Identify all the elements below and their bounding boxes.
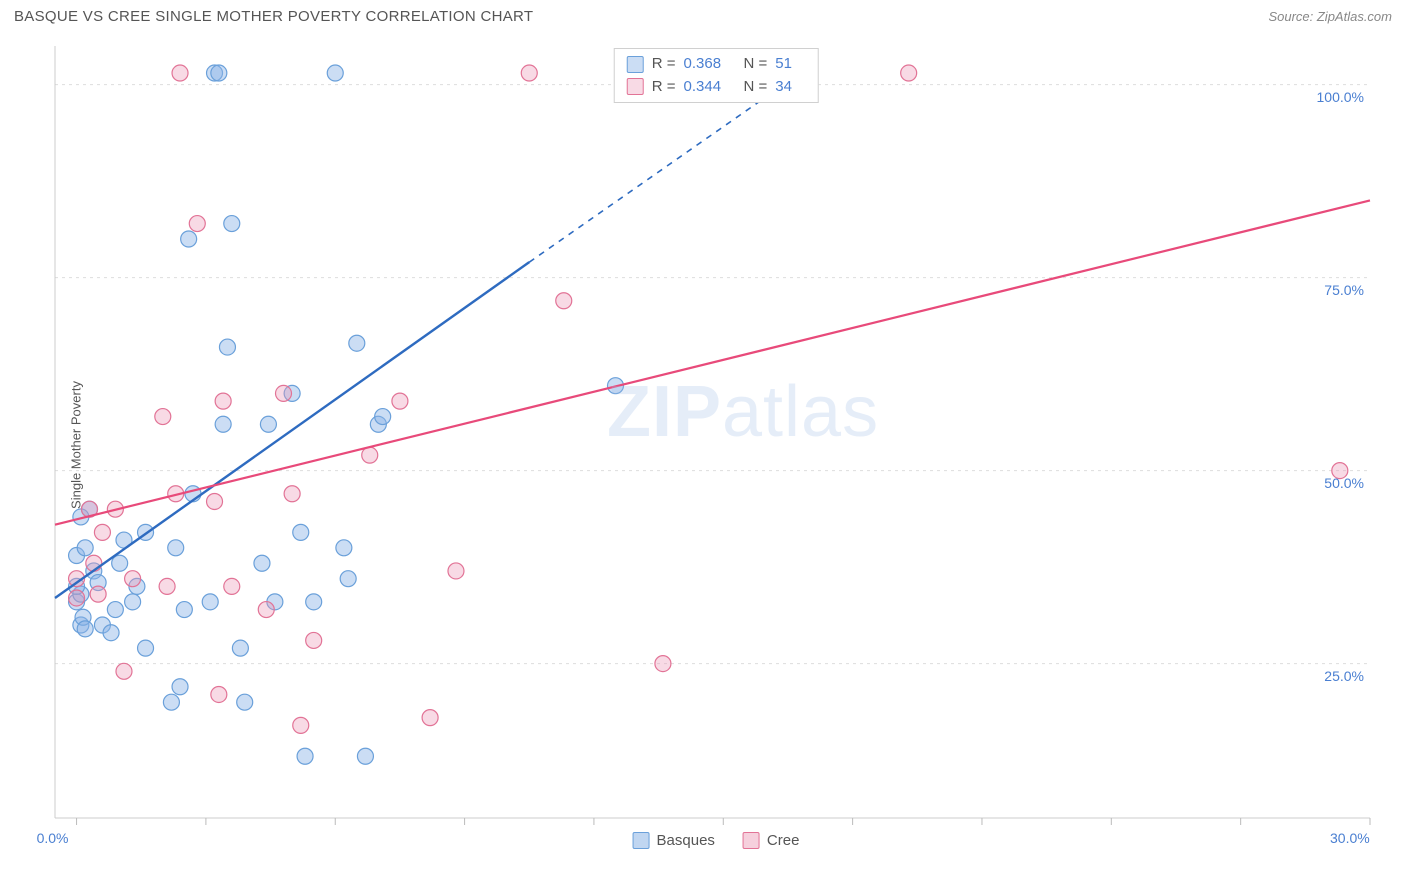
legend-swatch (633, 832, 650, 849)
data-point (284, 486, 300, 502)
data-point (172, 679, 188, 695)
legend-r-value: 0.344 (684, 76, 736, 99)
data-point (163, 694, 179, 710)
series-legend: Basques Cree (633, 832, 800, 849)
data-point (112, 555, 128, 571)
data-point (232, 640, 248, 656)
data-point (189, 216, 205, 232)
data-point (293, 717, 309, 733)
data-point (258, 602, 274, 618)
legend-r-label: R = (652, 76, 676, 99)
legend-n-label: N = (744, 76, 768, 99)
data-point (254, 555, 270, 571)
chart-title: BASQUE VS CREE SINGLE MOTHER POVERTY COR… (14, 8, 533, 25)
data-point (94, 524, 110, 540)
data-point (125, 594, 141, 610)
data-point (219, 339, 235, 355)
data-point (155, 409, 171, 425)
legend-swatch (627, 78, 644, 95)
data-point (211, 686, 227, 702)
data-point (125, 571, 141, 587)
y-tick-label: 75.0% (1324, 282, 1364, 298)
data-point (224, 216, 240, 232)
trend-line (55, 200, 1370, 524)
data-point (556, 293, 572, 309)
data-point (357, 748, 373, 764)
data-point (306, 632, 322, 648)
series-legend-label: Basques (657, 832, 715, 849)
data-point (448, 563, 464, 579)
data-point (107, 602, 123, 618)
source-prefix: Source: (1268, 9, 1316, 24)
legend-n-value: 51 (775, 53, 805, 76)
trend-line (55, 262, 529, 598)
data-point (336, 540, 352, 556)
data-point (77, 621, 93, 637)
data-point (86, 555, 102, 571)
series-legend-item: Cree (743, 832, 800, 849)
data-point (103, 625, 119, 641)
data-point (655, 656, 671, 672)
scatter-plot (40, 38, 1392, 852)
data-point (237, 694, 253, 710)
data-point (327, 65, 343, 81)
y-tick-label: 50.0% (1324, 475, 1364, 491)
chart-container: Single Mother Poverty ZIPatlas R =0.368N… (40, 38, 1392, 852)
data-point (207, 493, 223, 509)
data-point (392, 393, 408, 409)
data-point (77, 540, 93, 556)
data-point (293, 524, 309, 540)
data-point (159, 578, 175, 594)
data-point (202, 594, 218, 610)
data-point (297, 748, 313, 764)
data-point (901, 65, 917, 81)
data-point (349, 335, 365, 351)
chart-source: Source: ZipAtlas.com (1268, 9, 1392, 24)
data-point (306, 594, 322, 610)
source-name: ZipAtlas.com (1317, 9, 1392, 24)
legend-r-value: 0.368 (684, 53, 736, 76)
y-tick-label: 25.0% (1324, 668, 1364, 684)
data-point (172, 65, 188, 81)
legend-swatch (627, 56, 644, 73)
data-point (138, 640, 154, 656)
data-point (260, 416, 276, 432)
x-tick-label: 30.0% (1330, 830, 1370, 846)
legend-n-value: 34 (775, 76, 805, 99)
series-legend-label: Cree (767, 832, 800, 849)
data-point (340, 571, 356, 587)
data-point (116, 663, 132, 679)
data-point (362, 447, 378, 463)
data-point (90, 586, 106, 602)
data-point (521, 65, 537, 81)
data-point (215, 416, 231, 432)
data-point (181, 231, 197, 247)
data-point (211, 65, 227, 81)
data-point (168, 540, 184, 556)
correlation-legend-row: R = 0.344 N = 34 (627, 76, 806, 99)
trend-line-dashed (529, 85, 783, 263)
data-point (422, 710, 438, 726)
data-point (69, 590, 85, 606)
legend-r-label: R = (652, 53, 676, 76)
data-point (276, 385, 292, 401)
series-legend-item: Basques (633, 832, 715, 849)
y-tick-label: 100.0% (1317, 89, 1364, 105)
data-point (215, 393, 231, 409)
correlation-legend: R = 0.368 N = 51 R = 0.344 N = 34 (614, 48, 819, 103)
data-point (224, 578, 240, 594)
data-point (375, 409, 391, 425)
legend-n-label: N = (744, 53, 768, 76)
correlation-legend-row: R = 0.368 N = 51 (627, 53, 806, 76)
x-tick-label: 0.0% (37, 830, 69, 846)
chart-header: BASQUE VS CREE SINGLE MOTHER POVERTY COR… (0, 0, 1406, 31)
data-point (176, 602, 192, 618)
legend-swatch (743, 832, 760, 849)
